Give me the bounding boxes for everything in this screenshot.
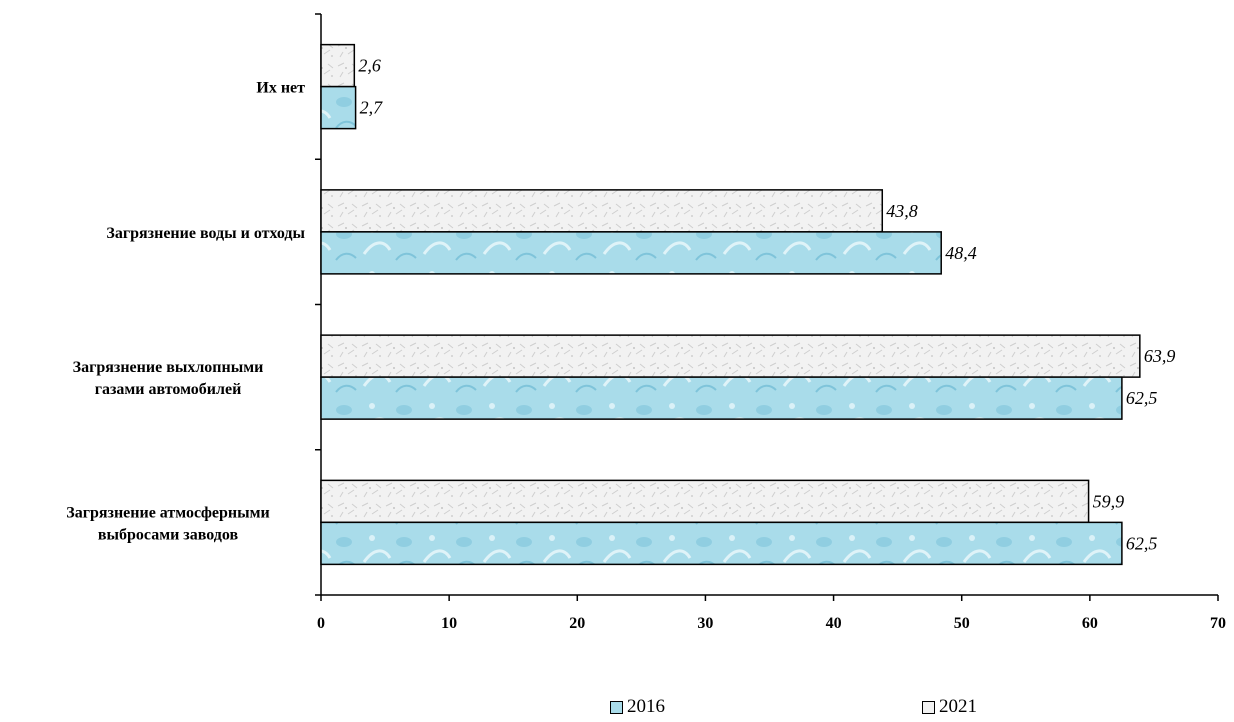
bar-2016 xyxy=(320,231,942,275)
x-tick-label: 70 xyxy=(1210,615,1226,632)
legend-swatch-2016 xyxy=(610,700,623,714)
bar-2016 xyxy=(320,85,357,130)
labels: 0 10 20 30 40 50 60 70 59,9 62,5 Загрязнение атмос… xyxy=(66,56,1226,632)
category-label: Загрязнение воды и отходы xyxy=(106,225,305,242)
data-label-2016: 2,7 xyxy=(360,98,384,118)
bar-2021 xyxy=(320,479,1090,524)
x-tick-label: 60 xyxy=(1082,615,1098,632)
category-label: газами автомобилей xyxy=(95,381,242,398)
category-label: Загрязнение атмосферными xyxy=(66,504,269,521)
data-label-2021: 63,9 xyxy=(1144,346,1176,366)
x-tick-label: 40 xyxy=(826,615,842,632)
data-label-2016: 48,4 xyxy=(945,243,977,263)
bar-2021 xyxy=(320,189,884,233)
x-tick-label: 20 xyxy=(569,615,585,632)
x-tick-label: 50 xyxy=(954,615,970,632)
bar-2021 xyxy=(320,43,356,88)
data-label-2021: 2,6 xyxy=(358,56,381,76)
x-tick-label: 0 xyxy=(317,615,325,632)
category-label: Их нет xyxy=(256,80,305,97)
bar-2021 xyxy=(320,334,1141,378)
legend-item-2016: 2016 xyxy=(610,696,665,718)
bar-chart: 0 10 20 30 40 50 60 70 59,9 62,5 Загрязнение атмос… xyxy=(66,13,1226,632)
legend-label-2021: 2021 xyxy=(939,696,977,717)
bar-2016 xyxy=(320,376,1123,420)
legend-label-2016: 2016 xyxy=(627,696,665,717)
data-label-2021: 43,8 xyxy=(886,201,918,221)
legend-item-2021: 2021 xyxy=(922,696,977,718)
x-tick-label: 30 xyxy=(697,615,713,632)
x-tick-label: 10 xyxy=(441,615,457,632)
data-label-2021: 59,9 xyxy=(1093,491,1125,511)
legend-swatch-2021 xyxy=(922,700,935,714)
bars xyxy=(320,43,1141,566)
category-label: Загрязнение выхлопными xyxy=(73,359,264,376)
data-label-2016: 62,5 xyxy=(1126,388,1158,408)
data-label-2016: 62,5 xyxy=(1126,533,1158,553)
legend: 2016 2021 xyxy=(0,696,1234,720)
category-label: выбросами заводов xyxy=(98,526,239,543)
bar-2016 xyxy=(320,521,1123,566)
